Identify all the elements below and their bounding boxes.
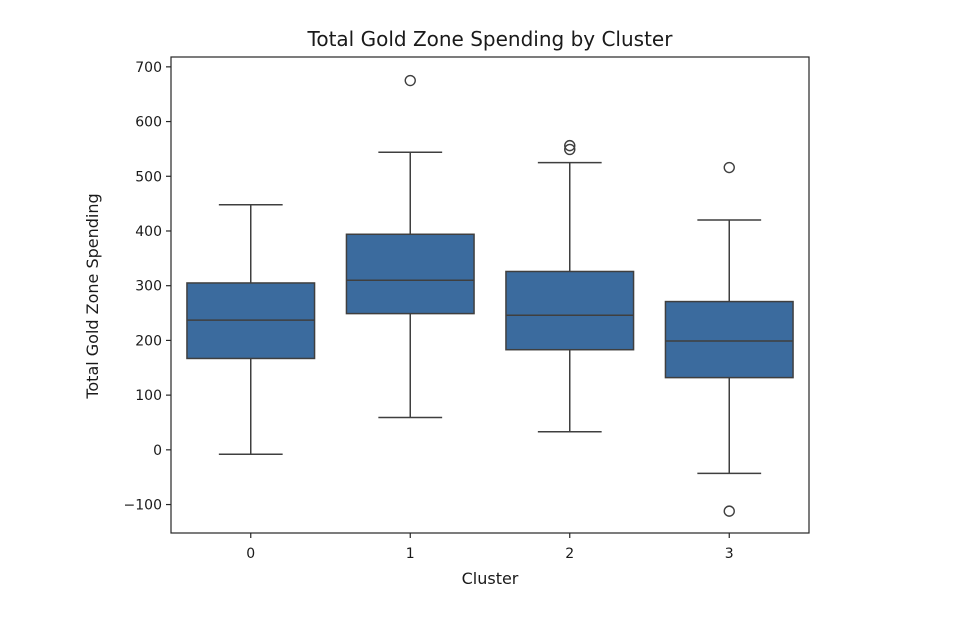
y-axis-label: Total Gold Zone Spending [83,193,102,399]
x-tick-label: 2 [565,546,574,562]
x-axis-label: Cluster [462,569,519,588]
y-tick-label: 300 [135,279,162,295]
iqr-box [664,300,794,379]
box-cluster-1 [345,74,475,419]
outlier-point [564,139,576,152]
x-tick-label: 3 [725,546,734,562]
y-tick-label: 200 [135,333,162,349]
outlier-point [404,74,416,87]
outlier-point [723,505,735,517]
chart-title: Total Gold Zone Spending by Cluster [307,27,674,51]
plot-frame [170,56,810,534]
x-axis-ticks: 0 1 2 3 [246,533,734,562]
y-tick-label: 100 [135,388,162,404]
iqr-box [345,233,475,315]
y-tick-label: 0 [153,443,162,459]
iqr-box [505,270,635,351]
y-tick-label: 500 [135,169,162,185]
y-tick-label: 600 [135,115,162,131]
box-cluster-0 [186,203,316,455]
x-tick-label: 0 [246,546,255,562]
y-axis-ticks: −100 0 100 200 300 400 500 600 700 [124,60,171,514]
y-tick-label: 700 [135,60,162,76]
box-cluster-3 [664,161,794,517]
y-tick-label: 400 [135,224,162,240]
y-tick-label: −100 [124,498,162,514]
x-tick-label: 1 [406,546,415,562]
outlier-point [723,161,735,174]
box-cluster-2 [505,139,635,433]
outlier-point [564,143,576,156]
plot-area [186,74,794,517]
